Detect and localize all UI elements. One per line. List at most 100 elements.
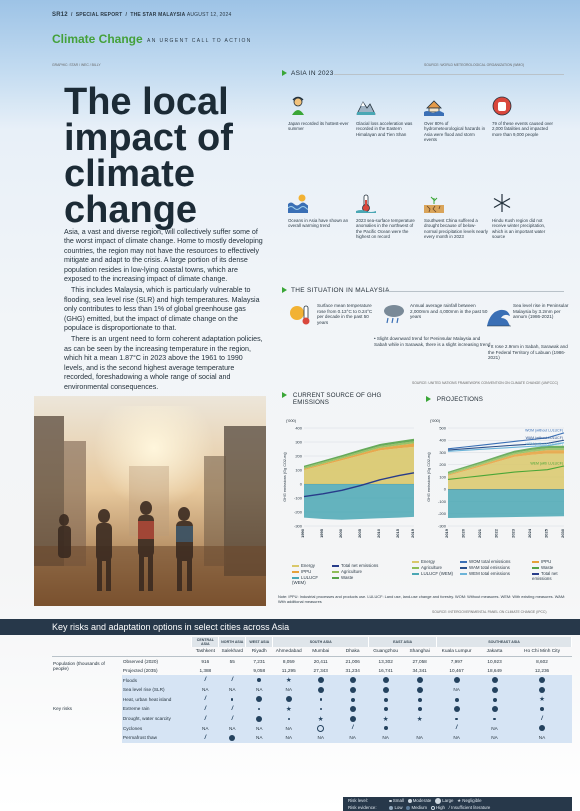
y-tick-label: -200 <box>294 509 303 514</box>
asia-fact: Japan recorded its hottest-ever summer <box>288 96 352 132</box>
risk-table-header-band <box>0 619 580 635</box>
population-row: Projected (2035) 1,388 9,058 11,295 27,343 31… <box>52 666 572 676</box>
risk-na-cell: NA <box>272 684 305 695</box>
city-header: Guangzhou <box>368 646 403 657</box>
series-label: WOM (without LULUCF) <box>525 428 563 432</box>
risk-large-marker <box>402 684 437 695</box>
asia-fact: Over 80% of hydrometeorological hazards … <box>424 96 488 143</box>
city-header: Kuala Lumpur <box>436 646 477 657</box>
hazard-label: Cyclones <box>121 723 192 733</box>
region-header: CENTRAL ASIA <box>191 637 220 647</box>
divider <box>384 291 564 292</box>
risk-large-marker <box>512 684 572 695</box>
risk-moderate-marker <box>368 704 403 714</box>
risk-na-cell: NA <box>245 723 273 733</box>
x-tick-label: 2024 <box>527 528 532 538</box>
risk-large-marker <box>436 704 477 714</box>
risk-row: Heat, urban heat island / ★ <box>52 694 572 705</box>
city-header: Ahmedabad <box>272 646 305 657</box>
legend-item: Total net emissions <box>532 571 558 581</box>
triangle-bullet-icon <box>282 70 287 77</box>
y-tick-label: 0 <box>300 481 303 486</box>
risk-large-marker <box>512 723 572 733</box>
ocean-icon <box>287 194 311 213</box>
risk-large-marker <box>218 732 246 743</box>
intro-paragraph: There is an urgent need to form coherent… <box>64 335 263 391</box>
risk-na-cell: NA <box>476 723 513 733</box>
x-tick-label: 1990 <box>300 528 305 538</box>
legend-item: Energy <box>292 563 332 568</box>
asia-heading: ASIA IN 2023 <box>282 70 334 77</box>
legend-item: WEM total emissions <box>460 571 532 581</box>
street-photo <box>34 396 266 606</box>
x-tick-label: 2021 <box>477 528 482 538</box>
risk-negligible-marker: ★ <box>402 713 437 724</box>
risk-large-marker <box>476 675 513 685</box>
risk-na-cell: NA <box>436 684 477 695</box>
hazard-label: Permafrost thaw <box>121 732 192 743</box>
risk-insufficient-marker: / <box>191 694 219 705</box>
asia-heading-text: ASIA IN 2023 <box>291 70 334 77</box>
legend-item: Waste <box>532 565 568 570</box>
area-ippu <box>304 443 414 470</box>
chart-projections: GHG emissions (Gg CO2-eq) 500 400 300 200 100… <box>427 425 565 538</box>
population-value: 7,997 <box>450 658 463 664</box>
y-tick-label: 200 <box>439 462 446 467</box>
legend-item: Agriculture <box>412 565 460 570</box>
y-tick-label: 100 <box>295 467 302 472</box>
page-header: SR12 / SPECIAL REPORT / THE STAR MALAYSI… <box>52 12 232 18</box>
risk-small-marker <box>436 713 477 724</box>
risk-na-cell: NA <box>272 723 305 733</box>
malaysia-temp-text: Surface mean temperature rose from 0.13°… <box>317 303 373 325</box>
risk-row: Drought, water scarcity / / ★ ★ ★ / <box>52 713 572 724</box>
asia-fact-text: Glacial loss acceleration was recorded i… <box>356 120 413 137</box>
chart-proj-legend: Energy WOM total emissions IPPU Agricult… <box>412 559 572 581</box>
risk-small-marker <box>245 704 273 714</box>
divider <box>334 74 564 75</box>
x-tick-label: 2005 <box>357 528 362 538</box>
y-tick-label: 300 <box>439 450 446 455</box>
line-wem-with-lulucf- <box>447 465 565 480</box>
source-unfccc: SOURCE: UNITED NATIONS FRAMEWORK CONVENT… <box>412 381 559 385</box>
population-value: 21,006 <box>345 658 360 664</box>
population-value: 8,602 <box>536 658 548 664</box>
risk-na-cell: NA <box>272 732 305 743</box>
banner-title: Climate Change <box>52 32 143 46</box>
y-tick-label: 200 <box>295 453 302 458</box>
city-header: Salekhard <box>218 646 246 657</box>
city-header: Dhaka <box>336 646 369 657</box>
risk-negligible-marker: ★ <box>272 675 305 685</box>
region-header: WEST ASIA <box>245 637 274 647</box>
city-header: Mumbai <box>304 646 337 657</box>
risk-large-marker <box>476 684 513 695</box>
legend-item: Energy <box>412 559 460 564</box>
population-row: Population (thousands of people) Observed… <box>52 656 572 671</box>
population-value: 12,236 <box>534 668 550 674</box>
risk-small-marker <box>272 713 305 724</box>
population-label: Population (thousands of people) <box>53 661 105 672</box>
risk-na-cell: NA <box>476 732 513 743</box>
y-tick-label: 300 <box>295 439 302 444</box>
hazard-label: Floods <box>121 675 192 685</box>
risk-negligible-marker: ★ <box>368 713 403 724</box>
risk-moderate-marker <box>245 675 273 685</box>
chart-ghg-legend: Energy Total net emissions IPPU Agricult… <box>292 563 422 585</box>
population-value: 916 <box>201 658 210 664</box>
legend-item: IPPU <box>292 569 332 574</box>
legend-item: Total net emissions <box>332 563 412 568</box>
source-ipcc: SOURCE: INTERGOVERNMENTAL PANEL ON CLIMA… <box>432 610 547 614</box>
city-header: Tashkent <box>191 646 219 657</box>
population-value: 27,058 <box>412 658 427 664</box>
asia-fact-text: Over 80% of hydrometeorological hazards … <box>424 120 486 143</box>
risk-na-cell: NA <box>218 684 246 695</box>
population-value: 16,741 <box>378 668 393 674</box>
population-value: 18,649 <box>487 668 502 674</box>
risk-insufficient-marker: / <box>218 704 246 714</box>
asia-fact: Southwest China suffered a drought becau… <box>424 193 488 240</box>
asia-fact: Hindu Kush region did not receive winter… <box>492 193 556 240</box>
asia-fact: Oceans in Asia have shown an overall war… <box>287 193 352 229</box>
area-waste <box>304 438 414 468</box>
risk-moderate-marker <box>436 694 477 705</box>
rain-cloud-icon <box>384 305 404 324</box>
legend-risk-level: Risk level: Small Moderate Large ★ Negli… <box>348 798 482 804</box>
